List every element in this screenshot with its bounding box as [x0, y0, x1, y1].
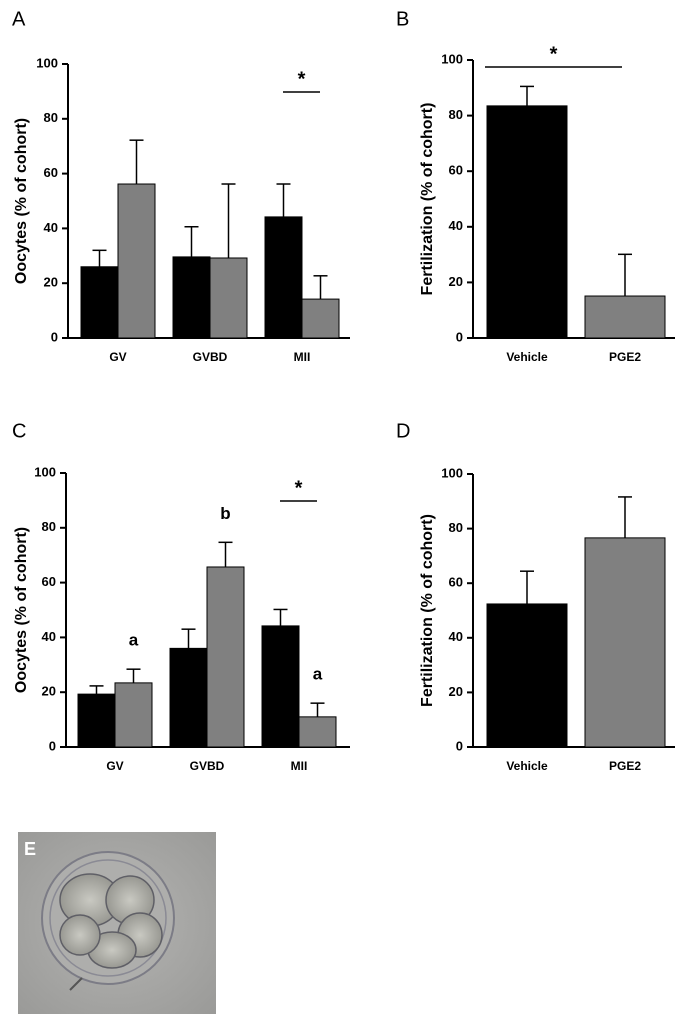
y-tick-label: 0 — [49, 738, 56, 753]
bar-letter: a — [313, 665, 323, 684]
x-tick-label: GV — [106, 759, 123, 773]
y-tick-label: 80 — [449, 107, 463, 122]
y-tick-label: 40 — [44, 220, 58, 235]
y-tick-label: 20 — [449, 274, 463, 289]
y-axis-label: Oocytes (% of cohort) — [13, 118, 30, 284]
bar — [80, 266, 119, 339]
panel-label: D — [396, 420, 410, 442]
y-tick-label: 40 — [42, 629, 56, 644]
significance-mark: * — [295, 477, 303, 499]
x-tick-label: Vehicle — [506, 759, 548, 773]
y-axis-label: Oocytes (% of cohort) — [13, 527, 30, 693]
x-tick-label: GVBD — [193, 350, 228, 364]
y-tick-label: 20 — [449, 684, 463, 699]
bar — [77, 693, 116, 748]
panel-label: C — [12, 420, 26, 442]
y-tick-label: 60 — [449, 163, 463, 178]
y-tick-label: 0 — [456, 329, 463, 344]
panel-label: B — [396, 8, 409, 30]
y-tick-label: 100 — [441, 465, 463, 480]
y-tick-label: 20 — [42, 684, 56, 699]
significance-mark: * — [550, 43, 558, 65]
bar — [114, 682, 153, 748]
x-tick-label: GVBD — [190, 759, 225, 773]
y-axis-label: Fertilization (% of cohort) — [419, 103, 436, 296]
bar — [486, 603, 568, 748]
y-axis-label: Fertilization (% of cohort) — [419, 514, 436, 707]
bar-letter: b — [220, 504, 230, 523]
bar — [117, 183, 156, 339]
bar — [169, 647, 208, 748]
bar — [301, 298, 340, 339]
bar — [206, 566, 245, 748]
bar — [264, 216, 303, 339]
y-tick-label: 40 — [449, 629, 463, 644]
y-tick-label: 100 — [36, 55, 58, 70]
x-tick-label: PGE2 — [609, 759, 641, 773]
bar — [209, 257, 248, 339]
y-tick-label: 60 — [44, 165, 58, 180]
micrograph: E — [18, 832, 216, 1014]
y-tick-label: 80 — [44, 110, 58, 125]
y-tick-label: 100 — [441, 51, 463, 66]
panel-label: E — [24, 839, 36, 859]
panel-label: A — [12, 8, 26, 30]
bar — [261, 625, 300, 748]
bar — [486, 105, 568, 339]
y-tick-label: 40 — [449, 218, 463, 233]
y-tick-label: 80 — [449, 520, 463, 535]
y-tick-label: 0 — [51, 329, 58, 344]
x-tick-label: GV — [109, 350, 126, 364]
bar — [584, 295, 666, 339]
bar-letter: a — [129, 631, 139, 650]
y-tick-label: 20 — [44, 275, 58, 290]
bar — [584, 537, 666, 748]
x-tick-label: PGE2 — [609, 350, 641, 364]
y-tick-label: 100 — [34, 464, 56, 479]
significance-mark: * — [298, 68, 306, 90]
bar — [172, 256, 211, 339]
x-tick-label: Vehicle — [506, 350, 548, 364]
y-tick-label: 0 — [456, 738, 463, 753]
y-tick-label: 80 — [42, 519, 56, 534]
x-tick-label: MII — [294, 350, 311, 364]
y-tick-label: 60 — [449, 575, 463, 590]
bar — [298, 716, 337, 748]
y-tick-label: 60 — [42, 574, 56, 589]
x-tick-label: MII — [291, 759, 308, 773]
